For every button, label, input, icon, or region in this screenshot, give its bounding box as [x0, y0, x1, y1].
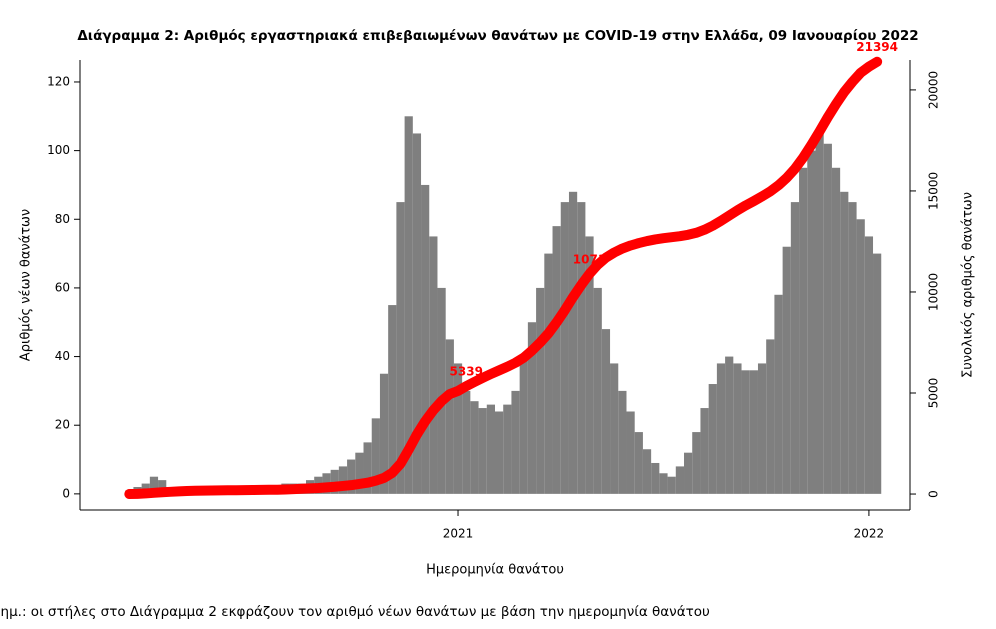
- y-tick-label: 40: [55, 349, 70, 363]
- bar: [700, 408, 709, 494]
- bar: [511, 390, 520, 494]
- bar: [782, 246, 791, 494]
- bar: [437, 287, 446, 494]
- bar: [495, 411, 504, 494]
- x-tick-label: 2021: [443, 527, 474, 541]
- bar: [585, 236, 594, 494]
- bar: [610, 363, 619, 494]
- bar: [462, 390, 471, 494]
- bar: [379, 373, 389, 494]
- bar: [371, 418, 380, 494]
- bar: [848, 202, 857, 494]
- bar: [527, 322, 537, 494]
- bar: [158, 480, 167, 494]
- bar: [486, 404, 495, 494]
- bar: [363, 442, 372, 494]
- bar: [807, 150, 816, 494]
- bar: [503, 404, 512, 494]
- bar: [741, 370, 750, 494]
- bar: [749, 370, 758, 494]
- y-tick-label: 120: [47, 74, 70, 88]
- bar: [831, 167, 841, 494]
- bar: [864, 236, 874, 494]
- bar: [815, 133, 824, 494]
- x-axis-label: Ημερομηνία θανάτου: [426, 563, 564, 578]
- y-tick-label: 20: [55, 418, 70, 432]
- bar: [766, 339, 775, 494]
- bar: [667, 476, 676, 494]
- bar: [453, 363, 463, 494]
- bar: [774, 294, 783, 494]
- bar: [725, 356, 734, 494]
- bar: [634, 432, 643, 494]
- y-axis-label: Αριθμός νέων θανάτων: [19, 209, 34, 361]
- footnote: Σημ.: οι στήλες στο Διάγραμμα 2 εκφράζου…: [0, 604, 710, 620]
- bar: [355, 452, 364, 494]
- bar: [560, 202, 569, 494]
- bar: [659, 473, 668, 494]
- bar: [790, 202, 800, 494]
- bar: [651, 462, 660, 494]
- chart-title: Διάγραμμα 2: Αριθμός εργαστηριακά επιβεβ…: [77, 28, 918, 44]
- bar: [577, 202, 586, 494]
- bar: [544, 253, 553, 494]
- bar: [412, 133, 422, 494]
- bar: [593, 287, 602, 494]
- y2-tick-label: 10000: [927, 273, 941, 311]
- bar: [478, 408, 487, 494]
- y-tick-label: 100: [47, 143, 70, 157]
- annotation: 21394: [856, 40, 898, 54]
- bar: [692, 432, 701, 494]
- bar: [347, 459, 356, 494]
- y2-tick-label: 5000: [927, 378, 941, 409]
- y2-tick-label: 15000: [927, 172, 941, 210]
- bar: [601, 329, 611, 494]
- bar: [873, 253, 882, 494]
- bar: [684, 452, 693, 494]
- bar: [429, 236, 438, 494]
- bar: [675, 466, 685, 494]
- bar: [642, 449, 652, 494]
- annotation: 5339: [450, 365, 483, 379]
- bar: [470, 401, 479, 494]
- bar: [404, 116, 413, 494]
- bar: [799, 167, 808, 494]
- bar: [708, 384, 717, 494]
- bar: [445, 339, 454, 494]
- annotation: 1071: [573, 252, 606, 266]
- bar: [519, 356, 528, 494]
- y-tick-label: 0: [62, 486, 70, 500]
- bar: [823, 143, 832, 494]
- bar: [338, 466, 348, 494]
- bar: [388, 305, 397, 494]
- bar: [396, 202, 405, 494]
- bar: [149, 476, 159, 494]
- bar: [733, 363, 742, 494]
- bar: [552, 226, 561, 494]
- line: [124, 56, 883, 500]
- bar: [856, 219, 865, 494]
- bar: [757, 363, 767, 494]
- bar: [618, 390, 627, 494]
- bar: [536, 287, 545, 494]
- x-tick-label: 2022: [854, 527, 885, 541]
- y2-axis-label: Συνολικός αριθμός θανάτων: [961, 192, 976, 378]
- bar: [626, 411, 635, 494]
- bar: [716, 363, 726, 494]
- bar: [568, 191, 578, 494]
- y2-tick-label: 0: [927, 490, 941, 498]
- bar: [840, 191, 849, 494]
- bar: [421, 184, 430, 494]
- y-tick-label: 60: [55, 280, 70, 294]
- y2-tick-label: 20000: [927, 71, 941, 109]
- y-tick-label: 80: [55, 212, 70, 226]
